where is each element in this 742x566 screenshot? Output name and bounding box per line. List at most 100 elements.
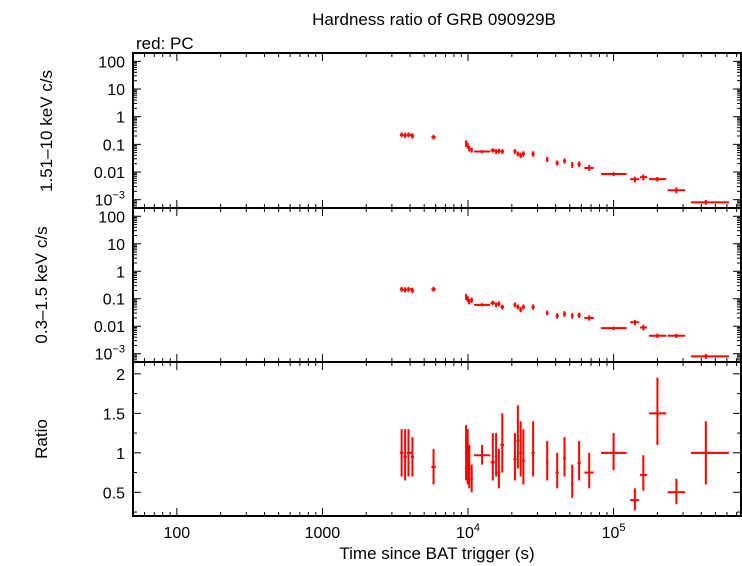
y-ticks [133,373,741,513]
x-axis-label: Time since BAT trigger (s) [339,544,534,563]
y-tick-label: 100 [98,209,125,226]
y-ticks [133,52,741,209]
x-ticks [132,208,738,362]
data-points-hard [399,132,729,205]
data-point [640,324,648,331]
data-point [531,151,535,157]
x-tick-label: 1000 [305,525,341,542]
data-point [577,312,581,318]
y-tick-label: 10 [107,82,125,99]
x-tick-label: 104 [456,522,480,542]
data-point [522,304,525,310]
data-point [470,297,473,304]
data-point [406,429,412,477]
data-point [516,304,520,310]
data-point [545,156,549,162]
data-point [403,287,407,293]
data-point [468,145,471,152]
data-point [410,133,414,139]
data-point [474,303,491,307]
data-point [406,286,412,292]
data-point [648,176,667,182]
x-tick-label: 100 [163,525,190,542]
data-point [431,448,436,485]
data-point [516,151,520,157]
data-point [584,315,594,321]
data-point [584,452,594,489]
data-point [494,433,498,477]
data-point [630,319,640,326]
data-point [584,164,594,171]
data-point [500,413,505,473]
data-point [640,174,648,181]
data-points-ratio [399,377,729,511]
data-point [490,148,495,153]
x-ticks [132,362,738,516]
data-point [431,286,436,292]
data-point [500,304,505,310]
data-point [490,433,495,481]
data-point [640,455,648,491]
data-point [497,148,501,154]
data-point [648,333,667,339]
data-point [470,464,473,493]
y-tick-label: 10−3 [95,344,125,364]
data-point [519,307,523,313]
data-point [577,161,581,168]
chart-subtitle: red: PC [136,34,194,53]
data-point [571,313,574,319]
y-tick-label: 1 [116,264,125,281]
data-point [555,160,559,166]
data-point [513,149,517,154]
data-point [630,488,640,511]
data-point [513,302,517,308]
data-point [571,464,574,498]
y-tick-label: 0.5 [103,485,125,502]
data-point [690,421,729,485]
data-point [399,286,404,292]
data-point [466,429,469,485]
chart-title: Hardness ratio of GRB 090929B [312,10,556,29]
data-point [513,433,517,481]
data-point [474,149,491,154]
y-ticks [133,207,741,363]
panels: 100 10 1 0.1 0.01 10−3 1.51–10 keV c/s 100 10 1 0.… [32,52,742,542]
data-point [545,440,549,481]
data-point [466,142,469,149]
y-tick-label: 0.01 [94,165,125,182]
panel-hard: 100 10 1 0.1 0.01 10−3 1.51–10 keV c/s [37,52,742,210]
data-point [406,132,412,138]
data-point [519,152,523,159]
data-point [490,300,495,306]
data-point [667,478,686,505]
data-point [497,301,501,307]
data-point [601,172,627,176]
panel-frame [132,52,742,209]
data-point [630,176,640,183]
data-point [648,377,667,445]
data-point [399,132,404,138]
data-point [494,302,498,308]
data-point [431,134,436,140]
y-tick-label: 0.01 [94,319,125,336]
data-point [563,158,566,164]
data-point [410,287,414,294]
data-point [468,444,471,489]
data-point [531,304,535,310]
data-point [497,448,501,489]
data-point [571,161,574,168]
x-ticks [132,53,738,208]
data-point [667,187,686,194]
data-point [468,298,471,305]
data-point [399,429,404,477]
data-points-soft [399,286,729,359]
data-point [474,444,491,465]
panel-ratio: 100 1000 104 105 2 1.5 1 0.5 Ratio [32,361,742,542]
panel-frame [132,361,742,517]
data-point [410,437,414,477]
y-tick-label: 1 [116,110,125,127]
data-point [563,437,566,477]
data-point [500,149,505,154]
data-point [470,147,473,153]
